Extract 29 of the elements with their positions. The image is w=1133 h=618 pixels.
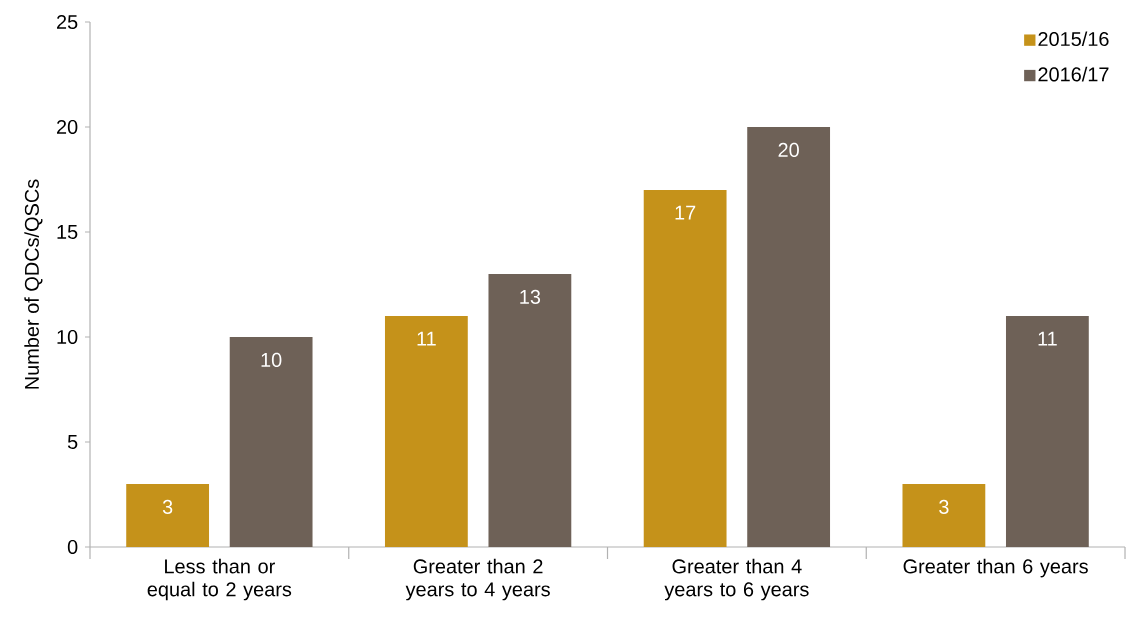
bar (902, 484, 986, 547)
bar (488, 274, 572, 547)
data-label: 13 (520, 289, 541, 304)
bar (747, 127, 831, 547)
data-label: 20 (778, 142, 799, 157)
y-tick-label: 10 (57, 329, 78, 345)
bar (229, 337, 313, 547)
y-tick-label: 15 (57, 225, 78, 239)
data-label: 3 (162, 499, 173, 514)
legend-label: 2015/16 (1038, 31, 1109, 47)
x-tick-label: Less than or equal to 2 years (147, 558, 292, 601)
bar (384, 316, 468, 547)
bar (126, 484, 210, 547)
data-label: 11 (1038, 331, 1057, 346)
data-label: 17 (675, 205, 696, 220)
legend-label: 2016/17 (1038, 66, 1109, 82)
x-tick-label: Greater than 4 years to 6 years (664, 558, 809, 601)
y-tick-label: 20 (57, 119, 78, 135)
y-tick-label: 5 (67, 435, 78, 449)
y-axis-title: Number of QDCs/QSCs (24, 179, 43, 389)
y-tick-label: 0 (67, 539, 78, 555)
data-label: 3 (939, 499, 949, 514)
data-label: 10 (261, 352, 282, 367)
y-tick-label: 25 (57, 14, 78, 30)
x-tick-label: Greater than 6 years (903, 558, 1088, 578)
bar (1005, 316, 1089, 547)
data-label: 11 (417, 331, 436, 346)
bar (643, 190, 727, 547)
x-tick-label: Greater than 2 years to 4 years (405, 558, 550, 601)
